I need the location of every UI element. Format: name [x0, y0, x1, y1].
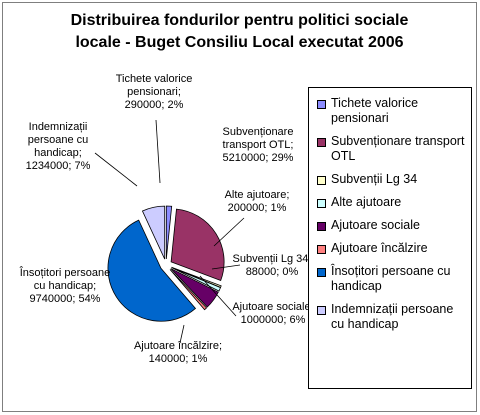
legend-swatch [317, 138, 326, 147]
pie-slice-indemnizatii-persoane-cu-handicap [141, 205, 166, 260]
data-label-indemnizatii-persoane-cu-handicap: Indemnizații persoane cu handicap; 1234000;… [26, 121, 91, 172]
legend-label: Alte ajutoare [331, 195, 402, 209]
leader-line-subventii-lg-34 [211, 264, 241, 270]
legend-label: Ajutoare sociale [331, 218, 420, 232]
legend-swatch [317, 199, 326, 208]
legend-swatch [317, 222, 326, 231]
pie-slice-ajutoare-incalzire [169, 269, 208, 311]
data-label-tichete-valorice-pensionari: Tichete valorice pensionari; 290000; 2% [116, 73, 193, 111]
pie-slice-tichete-valorice-pensionari [165, 205, 173, 260]
legend-label: Subvenții Lg 34 [331, 172, 418, 186]
legend-swatch [317, 100, 326, 109]
data-label-subventii-lg-34: Subvenții Lg 34; 88000; 0% [233, 253, 312, 278]
data-label-ajutoare-sociale: Ajutoare sociale; 1000000; 6% [232, 301, 313, 326]
legend-swatch [317, 268, 326, 277]
legend-label: Indemnizații persoane cu handicap [331, 302, 454, 331]
data-label-insotitori-persoane-cu-handicap: Însoțitori persoane cu handicap; 9740000; … [19, 266, 111, 305]
chart-title-line-1: Distribuirea fondurilor pentru politici … [70, 12, 409, 29]
data-label-subventionare-transport-otl: Subvenționare transport OTL; 5210000; 29% [223, 126, 294, 164]
leader-line-tichete-valorice-pensionari [155, 119, 161, 184]
data-label-alte-ajutoare: Alte ajutoare; 200000; 1% [225, 189, 290, 214]
legend-swatch [317, 245, 326, 254]
leader-line-ajutoare-sociale [199, 275, 237, 317]
leader-line-alte-ajutoare [213, 217, 245, 247]
legend-label: Însoțitori persoane cu handicap [331, 264, 451, 293]
chart-title-line-2: locale - Buget Consiliu Local executat 2… [75, 34, 404, 51]
leader-line-ajutoare-incalzire [179, 324, 185, 344]
legend-swatch [317, 306, 326, 315]
legend: Tichete valorice pensionari Subvenționare … [308, 87, 472, 389]
pie-slice-ajutoare-sociale [170, 268, 219, 308]
data-label-ajutoare-incalzire: Ajutoare încălzire; 140000; 1% [134, 340, 222, 365]
chart-title: Distribuirea fondurilor pentru politici … [2, 10, 477, 54]
leader-line-indemnizatii-persoane-cu-handicap [94, 152, 138, 187]
legend-label: Subvenționare transport OTL [331, 134, 465, 163]
legend-swatch [317, 176, 326, 185]
legend-label: Tichete valorice pensionari [331, 96, 419, 125]
pie-slice-insotitori-persoane-cu-handicap [107, 219, 197, 322]
pie-slice-subventionare-transport-otl [170, 208, 225, 282]
legend-label: Ajutoare încălzire [331, 241, 428, 255]
